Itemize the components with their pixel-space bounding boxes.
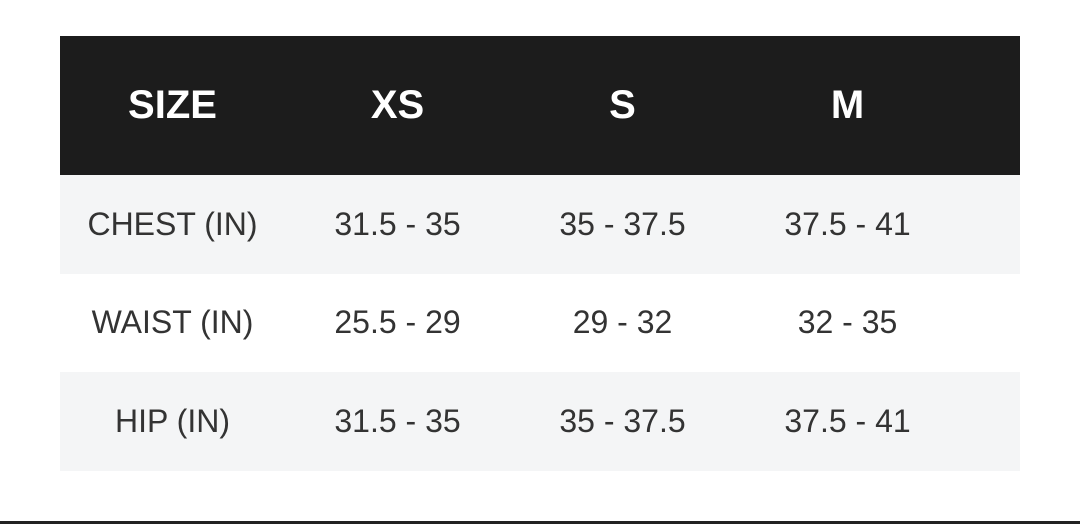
table-row-hip: HIP (IN) 31.5 - 35 35 - 37.5 37.5 - 41 <box>60 372 1020 471</box>
row-label: CHEST (IN) <box>87 205 258 242</box>
header-m: M <box>830 83 865 127</box>
cell-value: 35 - 37.5 <box>559 402 686 439</box>
header-size: SIZE <box>128 83 217 127</box>
row-label: HIP (IN) <box>115 402 230 439</box>
bottom-divider <box>0 521 1080 524</box>
cell-value: 35 - 37.5 <box>559 205 686 242</box>
cell-value: 29 - 32 <box>572 304 673 341</box>
row-label: WAIST (IN) <box>91 304 254 341</box>
cell-value: 37.5 - 41 <box>784 205 911 242</box>
table-row-chest: CHEST (IN) 31.5 - 35 35 - 37.5 37.5 - 41 <box>60 175 1020 274</box>
size-chart-table: SIZE XS S M CHEST (IN) 31.5 - 35 35 - 37… <box>60 36 1020 471</box>
cell-value: 31.5 - 35 <box>334 402 461 439</box>
header-s: S <box>609 83 636 127</box>
header-xs: XS <box>370 83 425 127</box>
table-row-waist: WAIST (IN) 25.5 - 29 29 - 32 32 - 35 <box>60 273 1020 372</box>
cell-value: 37.5 - 41 <box>784 402 911 439</box>
cell-value: 32 - 35 <box>797 304 898 341</box>
cell-value: 25.5 - 29 <box>334 304 461 341</box>
cell-value: 31.5 - 35 <box>334 205 461 242</box>
table-header-row: SIZE XS S M <box>60 36 1020 175</box>
